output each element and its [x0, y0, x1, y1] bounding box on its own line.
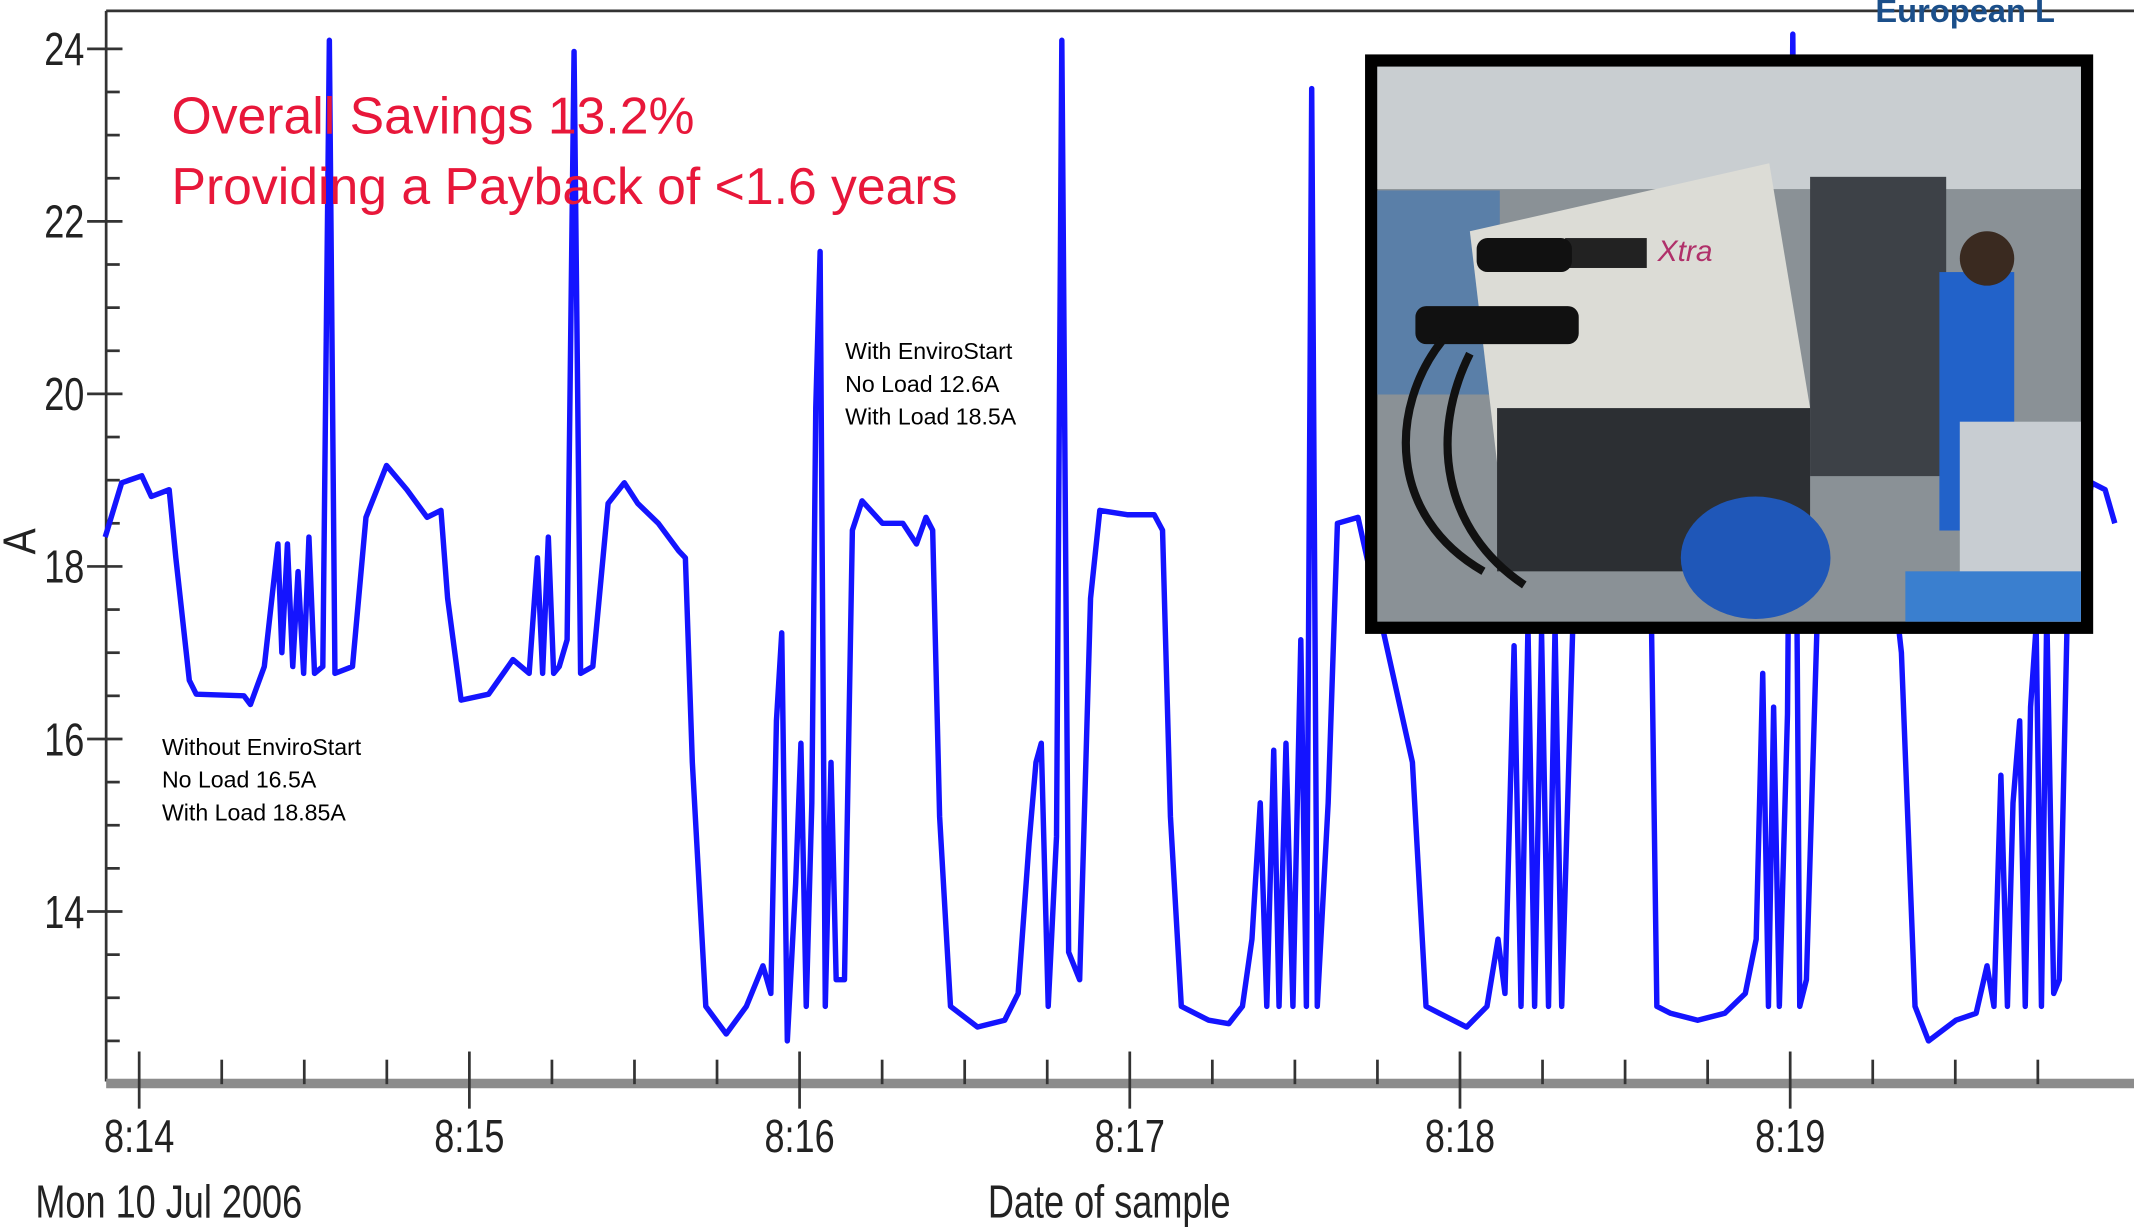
x-axis-label: Date of sample: [988, 1175, 1231, 1227]
x-axis: [106, 1078, 2134, 1089]
y-tick-label: 18: [44, 540, 84, 592]
note: With Load 18.85A: [162, 799, 346, 825]
x-tick-label: 8:14: [104, 1110, 174, 1162]
data-line: [102, 31, 2118, 1044]
note: With Load 18.5A: [845, 403, 1017, 429]
x-tick-label: 8:18: [1425, 1110, 1495, 1162]
note: No Load 16.5A: [162, 767, 317, 793]
x-tick-label: 8:16: [764, 1110, 834, 1162]
note: With EnviroStart: [845, 338, 1013, 364]
brand-text: European L: [1875, 0, 2055, 29]
svg-text:Xtra: Xtra: [1657, 235, 1713, 268]
photo: Xtra: [1365, 54, 2094, 634]
x-tick-label: 8:17: [1095, 1110, 1165, 1162]
y-axis-label: A: [0, 528, 46, 555]
note: No Load 12.6A: [845, 371, 1000, 397]
headline: Providing a Payback of <1.6 years: [171, 157, 957, 215]
y-tick-label: 14: [44, 885, 84, 937]
note: Without EnviroStart: [162, 734, 362, 760]
y-tick-label: 16: [44, 713, 84, 765]
y-tick-label: 20: [44, 368, 84, 420]
x-tick-label: 8:19: [1755, 1110, 1825, 1162]
x-tick-label: 8:15: [434, 1110, 504, 1162]
headline: Overall Savings 13.2%: [171, 86, 694, 144]
y-tick-label: 24: [44, 23, 84, 75]
date-label: Mon 10 Jul 2006: [35, 1175, 302, 1227]
y-tick-label: 22: [44, 195, 84, 247]
